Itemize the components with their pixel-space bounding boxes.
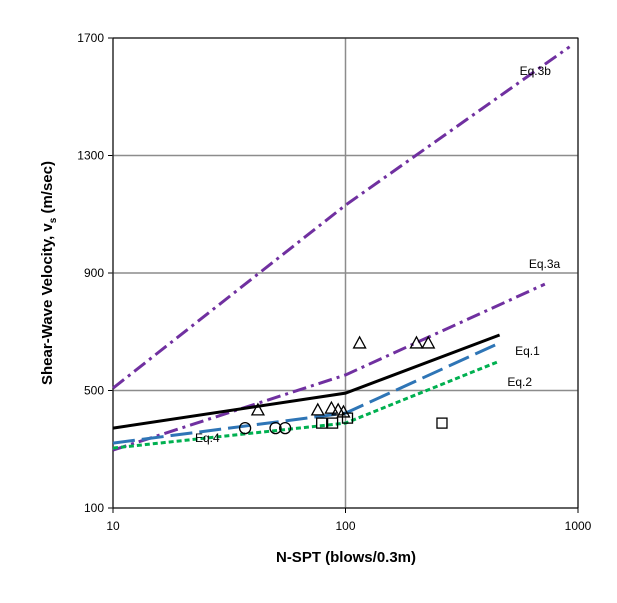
x-tick-label: 10 <box>106 519 120 533</box>
triangle-point <box>336 404 351 418</box>
triangle-point <box>421 335 436 349</box>
y-tick-label: 100 <box>84 501 104 515</box>
triangle-point <box>310 402 325 416</box>
y-axis-title: Shear-Wave Velocity, vs (m/sec) <box>39 161 59 385</box>
series-line <box>112 333 501 430</box>
triangle-point <box>409 335 424 349</box>
series-label: Eq.2 <box>507 375 532 389</box>
y-tick-label: 900 <box>84 266 104 280</box>
triangle-point <box>250 402 265 416</box>
y-tick-label: 1300 <box>77 149 104 163</box>
y-tick-label: 1700 <box>77 31 104 45</box>
square-point <box>341 412 354 424</box>
plot-frame <box>112 37 579 509</box>
triangle-point <box>324 400 339 414</box>
series-label: Eq.1 <box>515 344 540 358</box>
series-label: Eq.3a <box>529 257 561 271</box>
triangle-point <box>352 335 367 349</box>
square-point <box>316 417 328 429</box>
series-label: Eq.3b <box>520 64 552 78</box>
square-point <box>436 417 448 429</box>
circle-point <box>278 421 292 435</box>
y-tick-label: 500 <box>84 384 104 398</box>
square-point <box>326 417 339 429</box>
circle-point <box>269 421 282 435</box>
x-axis-title: N-SPT (blows/0.3m) <box>276 549 416 566</box>
series-label: Eq.4 <box>195 431 220 445</box>
series-line <box>112 282 546 452</box>
y-title-main: Shear-Wave Velocity, v <box>39 223 56 385</box>
circle-point <box>238 421 252 435</box>
x-tick-label: 100 <box>335 519 355 533</box>
y-title-unit: (m/sec) <box>39 161 56 218</box>
x-tick-label: 1000 <box>565 519 592 533</box>
series-line <box>112 45 571 390</box>
y-title-sub: s <box>48 217 59 223</box>
